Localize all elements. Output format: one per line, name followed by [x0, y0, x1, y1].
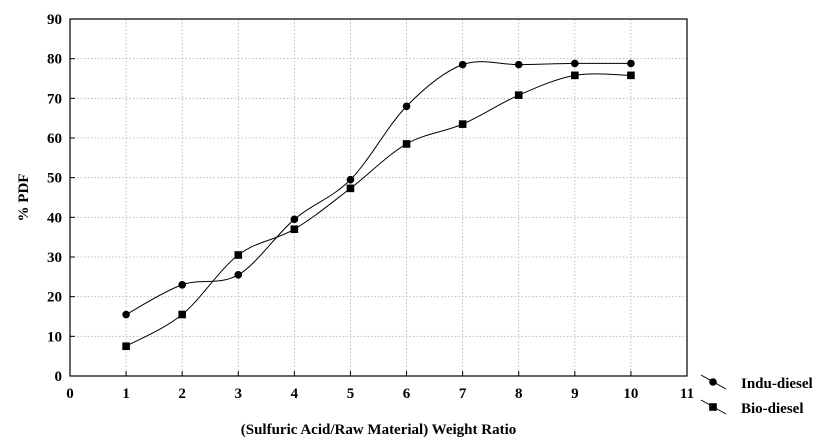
- x-tick-label: 1: [122, 386, 130, 402]
- x-tick-label: 3: [235, 386, 243, 402]
- x-tick-label: 7: [459, 386, 467, 402]
- y-axis-title: % PDF: [16, 174, 32, 222]
- legend: Indu-diesel Bio-diesel: [700, 374, 813, 417]
- x-tick-label: 2: [178, 386, 186, 402]
- y-tick-label: 0: [55, 369, 63, 385]
- bio-diesel-point: [627, 71, 635, 80]
- y-tick-label: 70: [47, 91, 62, 107]
- x-tick-label: 8: [515, 386, 523, 402]
- grid-lines: [70, 19, 687, 376]
- x-tick-label: 9: [571, 386, 579, 402]
- x-tick-label: 5: [347, 386, 355, 402]
- bio-diesel-point: [346, 184, 355, 193]
- y-tick-label: 10: [47, 329, 62, 345]
- indu-diesel-point: [402, 102, 411, 111]
- x-tick-label: 0: [66, 386, 74, 402]
- indu-diesel-point: [290, 215, 299, 224]
- indu-diesel-point: [122, 310, 130, 319]
- legend-label-bio-diesel: Bio-diesel: [741, 401, 804, 417]
- bio-diesel-point: [571, 71, 579, 80]
- indu-diesel-point: [346, 175, 355, 184]
- indu-diesel-point: [234, 271, 243, 279]
- indu-diesel-point: [458, 60, 467, 69]
- bio-diesel-point: [234, 251, 243, 259]
- indu-diesel-point: [627, 59, 635, 68]
- series-points: [122, 59, 635, 351]
- series-curves: [125, 61, 631, 347]
- y-tick-label: 20: [47, 290, 62, 306]
- x-tick-label: 11: [680, 386, 694, 402]
- y-tick-label: 60: [47, 131, 62, 147]
- legend-label-indu-diesel: Indu-diesel: [741, 376, 813, 392]
- indu-diesel-point: [571, 59, 579, 68]
- x-tick-label: 4: [291, 386, 299, 402]
- bio-diesel-point: [122, 342, 130, 351]
- y-tick-label: 30: [47, 250, 62, 266]
- y-tick-label: 50: [47, 171, 62, 187]
- bio-diesel-point: [290, 225, 299, 234]
- x-tick-label: 10: [623, 386, 638, 402]
- axis-ticks: 0 1 2 3 4 5 6 7 8 9 10 11 0 10 20 30 40 50 60 70 80 90: [47, 12, 694, 402]
- y-tick-label: 80: [47, 52, 62, 68]
- y-tick-label: 90: [47, 12, 62, 28]
- indu-diesel-curve: [125, 61, 631, 315]
- y-tick-label: 40: [47, 210, 62, 226]
- bio-diesel-point: [178, 310, 186, 319]
- x-tick-label: 6: [403, 386, 411, 402]
- legend-marker-indu-diesel: [709, 378, 717, 386]
- bio-diesel-point: [402, 140, 411, 148]
- legend-marker-bio-diesel: [709, 403, 717, 411]
- bio-diesel-point: [514, 91, 523, 99]
- x-axis-title: (Sulfuric Acid/Raw Material) Weight Rati…: [241, 422, 517, 438]
- bio-diesel-point: [458, 120, 467, 128]
- plot-frame: [69, 18, 688, 377]
- indu-diesel-point: [514, 60, 523, 69]
- indu-diesel-point: [178, 280, 186, 289]
- bio-diesel-curve: [125, 73, 631, 347]
